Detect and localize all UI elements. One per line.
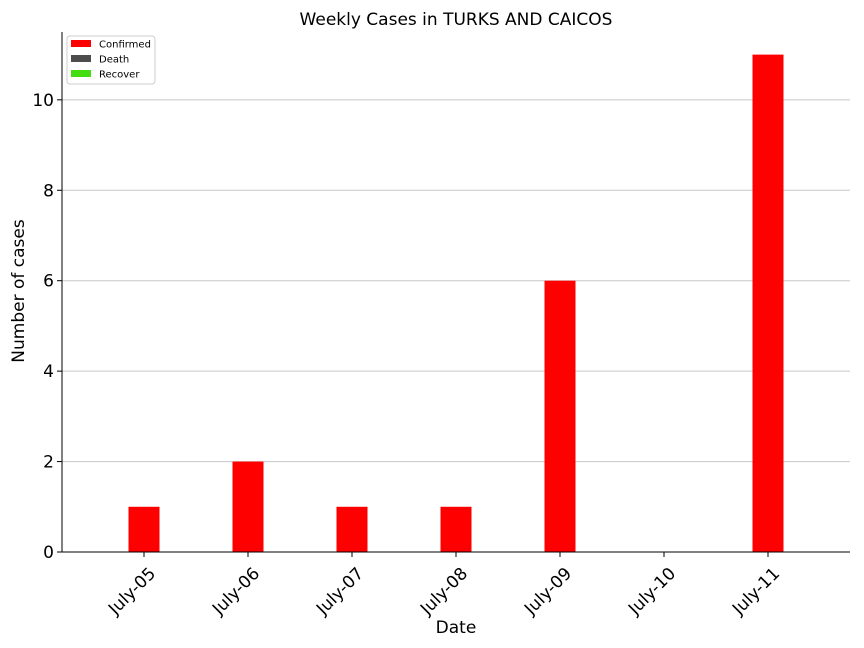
x-tick-label: July-07 (312, 564, 368, 620)
grid-lines (62, 99, 850, 463)
y-tick-label: 0 (43, 543, 54, 563)
y-tick-label: 4 (43, 362, 54, 382)
legend-label-confirmed: Confirmed (99, 40, 151, 51)
x-tick-label: July-11 (728, 564, 784, 620)
bar-confirmed (752, 54, 784, 552)
x-tick-label: July-05 (104, 564, 160, 620)
y-tick-label: 10 (32, 91, 54, 111)
legend: Confirmed Death Recover (66, 35, 156, 85)
y-ticks: 0 2 4 6 8 10 (32, 91, 62, 563)
legend-swatch-recover (71, 70, 91, 77)
x-tick-label: July-09 (520, 564, 576, 620)
bar-confirmed (544, 280, 576, 552)
y-axis-label: Number of cases (9, 219, 29, 363)
bars (128, 54, 784, 552)
bar-confirmed (440, 506, 472, 552)
x-axis-label: Date (436, 618, 477, 638)
legend-swatch-confirmed (71, 40, 91, 47)
bar-confirmed (128, 506, 160, 552)
bar-confirmed (232, 461, 264, 552)
legend-swatch-death (71, 55, 91, 62)
legend-label-death: Death (99, 55, 129, 66)
x-tick-label: July-10 (624, 564, 680, 620)
y-tick-label: 6 (43, 272, 54, 292)
x-tick-label: July-06 (208, 564, 264, 620)
axes (61, 32, 850, 553)
chart-title: Weekly Cases in TURKS AND CAICOS (300, 10, 613, 30)
bar-confirmed (336, 506, 368, 552)
y-tick-label: 8 (43, 181, 54, 201)
legend-label-recover: Recover (99, 70, 140, 81)
x-tick-label: July-08 (416, 564, 472, 620)
y-tick-label: 2 (43, 453, 54, 473)
x-ticks: July-05 July-06 July-07 July-08 July-09 July-… (104, 552, 784, 620)
